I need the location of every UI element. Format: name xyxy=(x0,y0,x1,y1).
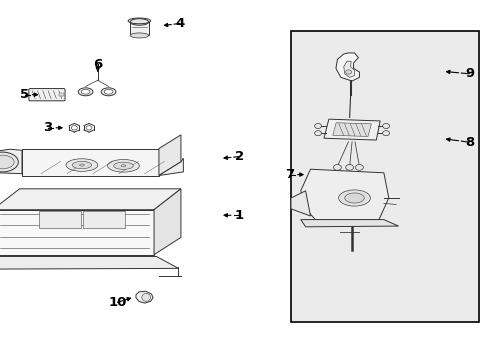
Circle shape xyxy=(71,126,77,130)
Polygon shape xyxy=(290,191,310,216)
Ellipse shape xyxy=(101,88,116,96)
Circle shape xyxy=(382,131,388,136)
Ellipse shape xyxy=(78,88,93,96)
Circle shape xyxy=(382,123,388,129)
Text: 10: 10 xyxy=(108,296,126,309)
Ellipse shape xyxy=(121,165,125,167)
Bar xyxy=(83,211,124,229)
Polygon shape xyxy=(136,291,153,303)
Polygon shape xyxy=(159,135,181,175)
Ellipse shape xyxy=(142,293,150,301)
Polygon shape xyxy=(332,123,370,136)
Text: 1: 1 xyxy=(235,209,244,222)
Ellipse shape xyxy=(0,152,18,172)
FancyBboxPatch shape xyxy=(29,89,65,101)
Ellipse shape xyxy=(81,90,90,94)
Polygon shape xyxy=(22,148,159,175)
Ellipse shape xyxy=(130,33,148,38)
Bar xyxy=(290,31,478,322)
Ellipse shape xyxy=(0,155,14,169)
Text: 8: 8 xyxy=(464,136,473,149)
Text: 6: 6 xyxy=(93,58,102,71)
Bar xyxy=(130,22,148,35)
Bar xyxy=(59,93,63,96)
Polygon shape xyxy=(0,256,178,269)
Ellipse shape xyxy=(130,19,148,25)
Polygon shape xyxy=(22,162,181,175)
Circle shape xyxy=(314,131,321,136)
Polygon shape xyxy=(0,149,22,174)
Ellipse shape xyxy=(338,190,369,206)
Circle shape xyxy=(333,165,341,170)
Text: 7: 7 xyxy=(285,168,293,181)
Circle shape xyxy=(345,70,351,74)
Polygon shape xyxy=(300,220,398,227)
Circle shape xyxy=(314,123,321,129)
Text: 9: 9 xyxy=(464,67,473,80)
Ellipse shape xyxy=(104,90,113,94)
Text: 4: 4 xyxy=(175,17,184,30)
Polygon shape xyxy=(323,119,380,140)
Polygon shape xyxy=(335,53,359,81)
Text: 2: 2 xyxy=(235,150,244,163)
Circle shape xyxy=(355,165,363,170)
Polygon shape xyxy=(300,169,388,220)
Polygon shape xyxy=(159,158,183,175)
Polygon shape xyxy=(154,189,181,255)
Ellipse shape xyxy=(344,193,364,203)
Circle shape xyxy=(345,165,353,170)
Ellipse shape xyxy=(107,159,139,172)
Circle shape xyxy=(86,126,92,130)
Ellipse shape xyxy=(79,164,84,166)
Ellipse shape xyxy=(66,159,98,171)
Ellipse shape xyxy=(72,161,92,168)
Polygon shape xyxy=(343,61,354,77)
Bar xyxy=(39,211,81,229)
Text: 3: 3 xyxy=(43,121,52,134)
Ellipse shape xyxy=(113,162,133,169)
Polygon shape xyxy=(0,210,154,255)
Polygon shape xyxy=(0,189,181,210)
Text: 5: 5 xyxy=(20,88,29,101)
